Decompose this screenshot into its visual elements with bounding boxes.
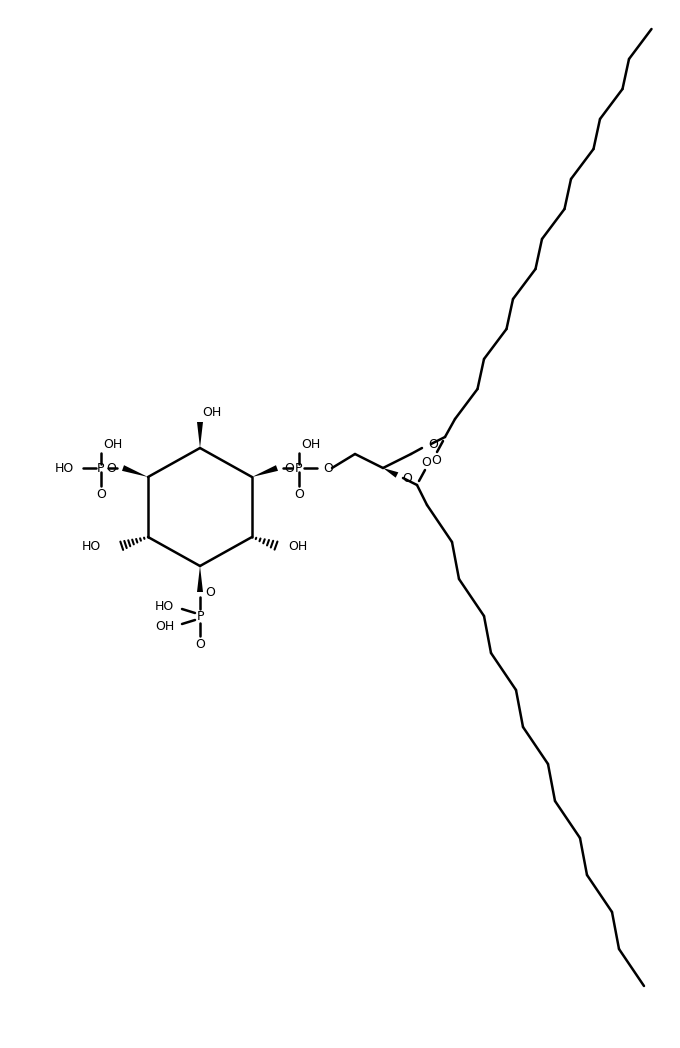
Text: O: O xyxy=(106,461,116,475)
Text: P: P xyxy=(97,461,105,475)
Text: HO: HO xyxy=(55,461,74,475)
Text: OH: OH xyxy=(103,437,122,451)
Text: O: O xyxy=(284,461,294,475)
Text: O: O xyxy=(421,457,431,470)
Text: O: O xyxy=(428,438,438,452)
Text: OH: OH xyxy=(155,619,174,633)
Text: P: P xyxy=(295,461,303,475)
Text: OH: OH xyxy=(288,541,307,553)
Text: O: O xyxy=(431,454,441,466)
Polygon shape xyxy=(252,465,278,477)
Text: HO: HO xyxy=(155,601,174,613)
Text: OH: OH xyxy=(202,406,221,418)
Text: O: O xyxy=(195,637,205,651)
Polygon shape xyxy=(383,468,398,478)
Text: O: O xyxy=(96,487,106,501)
Text: HO: HO xyxy=(82,541,101,553)
Text: OH: OH xyxy=(301,437,320,451)
Text: O: O xyxy=(402,472,412,484)
Polygon shape xyxy=(197,422,203,447)
Text: O: O xyxy=(323,461,333,475)
Text: O: O xyxy=(205,587,215,599)
Text: O: O xyxy=(294,487,304,501)
Polygon shape xyxy=(122,465,148,477)
Polygon shape xyxy=(197,566,203,592)
Text: P: P xyxy=(197,611,204,624)
